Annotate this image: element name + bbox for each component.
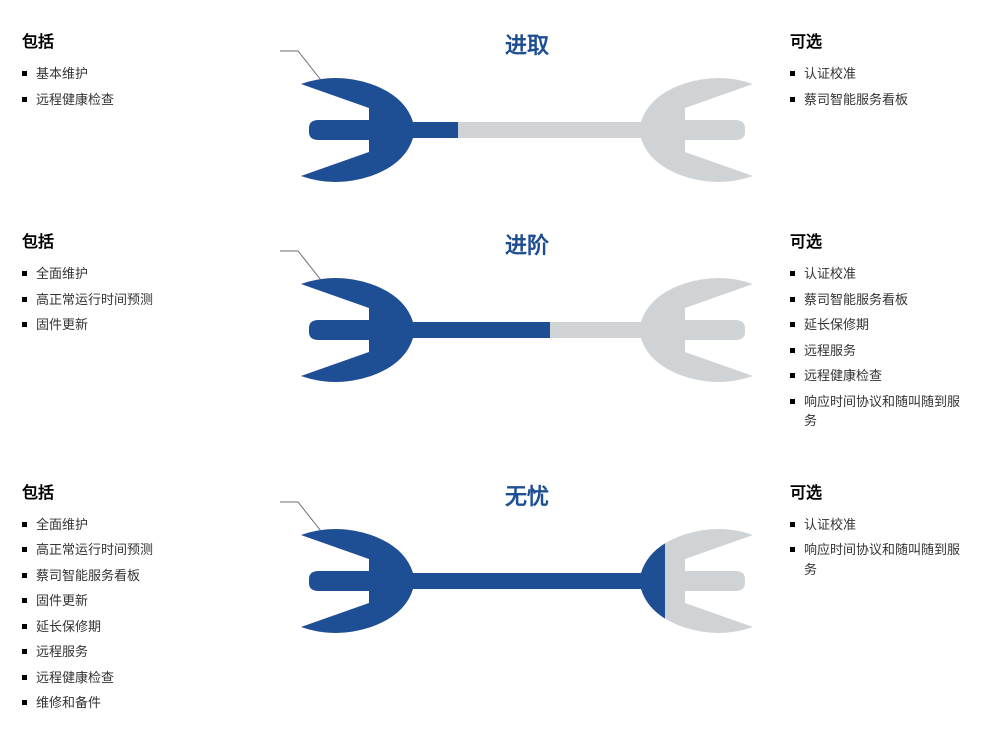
included-item: 基本维护 — [22, 64, 282, 84]
included-item: 全面维护 — [22, 515, 282, 535]
included-item: 远程健康检查 — [22, 90, 282, 110]
optional-item: 蔡司智能服务看板 — [790, 290, 969, 310]
wrench-icon — [297, 66, 757, 186]
wrench-icon — [297, 266, 757, 386]
included-heading: 包括 — [22, 479, 282, 503]
tier-title: 无忧 — [505, 479, 549, 511]
included-list: 基本维护远程健康检查 — [22, 64, 282, 109]
optional-heading: 可选 — [790, 28, 969, 52]
tier-title: 进阶 — [505, 228, 549, 260]
optional-item: 认证校准 — [790, 64, 969, 84]
center-column: 进阶 — [282, 228, 772, 386]
optional-list: 认证校准蔡司智能服务看板延长保修期远程服务远程健康检查响应时间协议和随叫随到服务 — [790, 264, 969, 431]
included-column: 包括 全面维护高正常运行时间预测固件更新 — [22, 228, 282, 341]
included-item: 远程服务 — [22, 642, 282, 662]
included-item: 延长保修期 — [22, 617, 282, 637]
included-list: 全面维护高正常运行时间预测固件更新 — [22, 264, 282, 335]
tier-title: 进取 — [505, 28, 549, 60]
optional-heading: 可选 — [790, 228, 969, 252]
included-heading: 包括 — [22, 228, 282, 252]
optional-column: 可选 认证校准响应时间协议和随叫随到服务 — [772, 479, 969, 586]
included-item: 蔡司智能服务看板 — [22, 566, 282, 586]
optional-heading: 可选 — [790, 479, 969, 503]
included-item: 维修和备件 — [22, 693, 282, 713]
optional-item: 远程健康检查 — [790, 366, 969, 386]
optional-item: 远程服务 — [790, 341, 969, 361]
included-item: 固件更新 — [22, 591, 282, 611]
tier-0: 包括 基本维护远程健康检查 进取 可选 认证校准蔡司智能服务看板 — [22, 28, 969, 186]
optional-item: 响应时间协议和随叫随到服务 — [790, 392, 969, 431]
optional-item: 响应时间协议和随叫随到服务 — [790, 540, 969, 579]
optional-column: 可选 认证校准蔡司智能服务看板延长保修期远程服务远程健康检查响应时间协议和随叫随… — [772, 228, 969, 437]
optional-item: 认证校准 — [790, 264, 969, 284]
center-column: 无忧 — [282, 479, 772, 637]
tier-2: 包括 全面维护高正常运行时间预测蔡司智能服务看板固件更新延长保修期远程服务远程健… — [22, 479, 969, 719]
included-list: 全面维护高正常运行时间预测蔡司智能服务看板固件更新延长保修期远程服务远程健康检查… — [22, 515, 282, 713]
included-heading: 包括 — [22, 28, 282, 52]
optional-item: 蔡司智能服务看板 — [790, 90, 969, 110]
tier-1: 包括 全面维护高正常运行时间预测固件更新 进阶 可选 认证校准蔡司智能服务看 — [22, 228, 969, 437]
optional-list: 认证校准响应时间协议和随叫随到服务 — [790, 515, 969, 580]
included-column: 包括 全面维护高正常运行时间预测蔡司智能服务看板固件更新延长保修期远程服务远程健… — [22, 479, 282, 719]
wrench-icon — [297, 517, 757, 637]
optional-item: 延长保修期 — [790, 315, 969, 335]
optional-list: 认证校准蔡司智能服务看板 — [790, 64, 969, 109]
included-item: 固件更新 — [22, 315, 282, 335]
included-column: 包括 基本维护远程健康检查 — [22, 28, 282, 115]
optional-column: 可选 认证校准蔡司智能服务看板 — [772, 28, 969, 115]
included-item: 高正常运行时间预测 — [22, 540, 282, 560]
included-item: 高正常运行时间预测 — [22, 290, 282, 310]
center-column: 进取 — [282, 28, 772, 186]
included-item: 远程健康检查 — [22, 668, 282, 688]
optional-item: 认证校准 — [790, 515, 969, 535]
included-item: 全面维护 — [22, 264, 282, 284]
